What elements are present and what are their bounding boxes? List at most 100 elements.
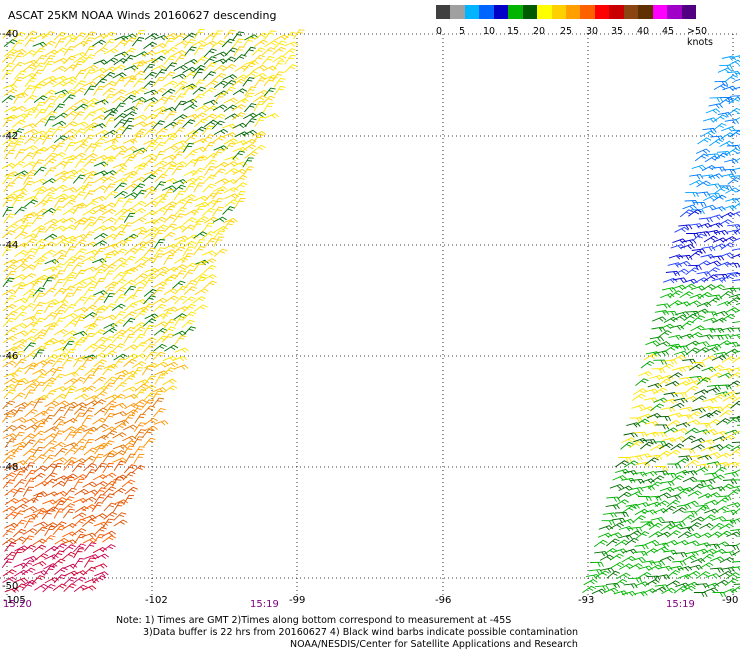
wind-barb xyxy=(727,263,740,268)
wind-barb xyxy=(85,201,98,208)
wind-barb xyxy=(736,459,740,465)
wind-barb xyxy=(32,369,46,374)
wind-barb xyxy=(718,531,731,538)
wind-barb xyxy=(92,196,106,201)
wind-barb xyxy=(4,390,16,399)
wind-barb xyxy=(706,109,720,114)
wind-barb xyxy=(174,191,185,200)
wind-barb xyxy=(22,536,34,544)
wind-barb xyxy=(53,143,65,152)
wind-barb xyxy=(716,419,729,426)
wind-barb xyxy=(74,122,88,127)
wind-barb xyxy=(224,30,235,39)
wind-barb xyxy=(725,472,739,477)
wind-barb xyxy=(64,584,76,592)
wind-barb xyxy=(712,167,726,172)
wind-barb xyxy=(677,490,690,497)
wind-barb xyxy=(689,364,703,370)
wind-barb xyxy=(123,495,134,504)
lat-tick-label: -44 xyxy=(2,240,18,251)
wind-barb xyxy=(93,270,105,279)
wind-barb xyxy=(667,571,680,578)
wind-barb xyxy=(663,399,677,404)
wind-barb xyxy=(2,71,13,80)
wind-barb xyxy=(603,513,617,518)
wind-barb xyxy=(23,316,37,321)
wind-barb xyxy=(717,302,731,307)
wind-barb xyxy=(32,279,44,288)
wind-barb xyxy=(22,568,35,575)
wind-barb xyxy=(103,536,116,542)
wind-barb xyxy=(113,90,126,97)
wind-barb xyxy=(44,391,56,400)
wind-barb xyxy=(113,433,127,439)
wind-barb xyxy=(700,406,714,411)
wind-barb xyxy=(32,150,43,159)
wind-barb xyxy=(174,55,186,64)
wind-barb xyxy=(642,561,656,566)
wind-barb xyxy=(94,248,106,257)
wind-barb xyxy=(213,190,224,199)
wind-barb xyxy=(123,199,135,208)
wind-barb xyxy=(728,178,740,185)
wind-barb xyxy=(122,480,135,487)
wind-barb xyxy=(84,86,95,95)
wind-barb xyxy=(42,250,56,256)
wind-barb xyxy=(163,72,175,80)
wind-barb xyxy=(696,348,710,354)
wind-barb xyxy=(24,343,36,351)
wind-barb xyxy=(193,221,204,230)
wind-barb xyxy=(72,464,84,472)
wind-barb xyxy=(676,261,690,266)
wind-barb xyxy=(15,312,27,320)
wind-barb xyxy=(125,248,138,255)
wind-barb xyxy=(225,156,239,161)
wind-barb xyxy=(660,364,674,370)
wind-barb xyxy=(205,167,216,176)
wind-barb xyxy=(123,415,135,424)
wind-barb xyxy=(13,54,24,63)
wind-barb xyxy=(105,118,116,127)
wind-barb xyxy=(164,224,176,232)
wind-barb xyxy=(710,557,724,562)
wind-barb xyxy=(94,177,108,183)
wind-barb xyxy=(692,408,706,413)
wind-barb xyxy=(52,442,66,448)
wind-barb xyxy=(112,477,123,486)
wind-barb xyxy=(650,337,664,342)
wind-barb xyxy=(619,564,633,570)
wind-barb xyxy=(646,341,660,346)
wind-barb xyxy=(164,33,178,38)
wind-barb xyxy=(54,198,65,207)
wind-barb xyxy=(34,423,45,432)
wind-barb xyxy=(265,31,277,40)
wind-barb xyxy=(14,193,27,200)
wind-barb xyxy=(658,331,671,338)
wind-barb xyxy=(93,377,106,384)
wind-barb xyxy=(733,321,740,326)
wind-barb xyxy=(704,588,718,593)
wind-barb xyxy=(245,152,258,159)
wind-barb xyxy=(122,125,134,134)
wind-barb xyxy=(651,476,664,483)
wind-barb xyxy=(651,518,665,523)
wind-barb xyxy=(52,374,64,382)
wind-barb xyxy=(195,289,209,295)
wind-barb xyxy=(661,481,675,486)
wind-barb xyxy=(13,120,26,127)
wind-barb xyxy=(135,414,146,423)
wind-barb xyxy=(727,298,740,304)
wind-barb xyxy=(664,311,678,316)
wind-barb xyxy=(649,532,663,538)
wind-barb xyxy=(223,207,235,215)
wind-barb xyxy=(93,186,107,192)
wind-barb xyxy=(704,473,718,478)
wind-barb xyxy=(623,471,637,476)
wind-barb xyxy=(651,369,664,373)
wind-barbs-west-swath xyxy=(2,29,305,592)
wind-barb xyxy=(134,274,147,281)
wind-barb xyxy=(698,138,712,144)
wind-barb xyxy=(165,296,178,302)
wind-barb xyxy=(727,225,740,230)
wind-barb xyxy=(63,337,76,344)
